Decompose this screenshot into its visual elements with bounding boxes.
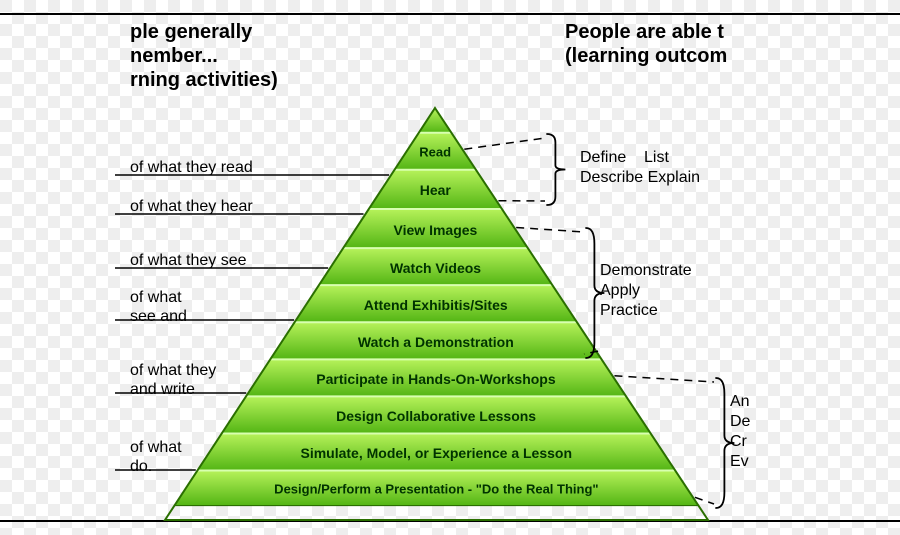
pyramid-tier — [270, 322, 601, 359]
header-right: People are able t (learning outcom — [565, 20, 727, 68]
right-outcome-label: Define List Describe Explain — [580, 148, 700, 188]
pyramid-tier — [174, 471, 698, 506]
diagram-stage: ReadHearView ImagesWatch VideosAttend Ex… — [0, 0, 900, 535]
left-retention-label: of what they and write — [130, 361, 216, 399]
left-retention-label: of what they hear — [130, 197, 253, 216]
right-outcome-label: An De Cr Ev — [730, 392, 750, 472]
right-outcome-label: Demonstrate Apply Practice — [600, 261, 692, 321]
pyramid-tier — [197, 433, 675, 470]
pyramid-tier — [295, 285, 577, 322]
pyramid-tier — [343, 209, 528, 248]
left-retention-label: of what they read — [130, 158, 253, 177]
left-retention-label: of what do. — [130, 438, 182, 476]
left-retention-label: of what they see — [130, 251, 247, 270]
left-retention-label: of what see and — [130, 288, 187, 326]
header-left: ple generally nember... rning activities… — [130, 20, 278, 92]
pyramid-tier — [222, 396, 651, 433]
pyramid-tier — [319, 248, 552, 285]
pyramid-tier — [246, 359, 626, 396]
